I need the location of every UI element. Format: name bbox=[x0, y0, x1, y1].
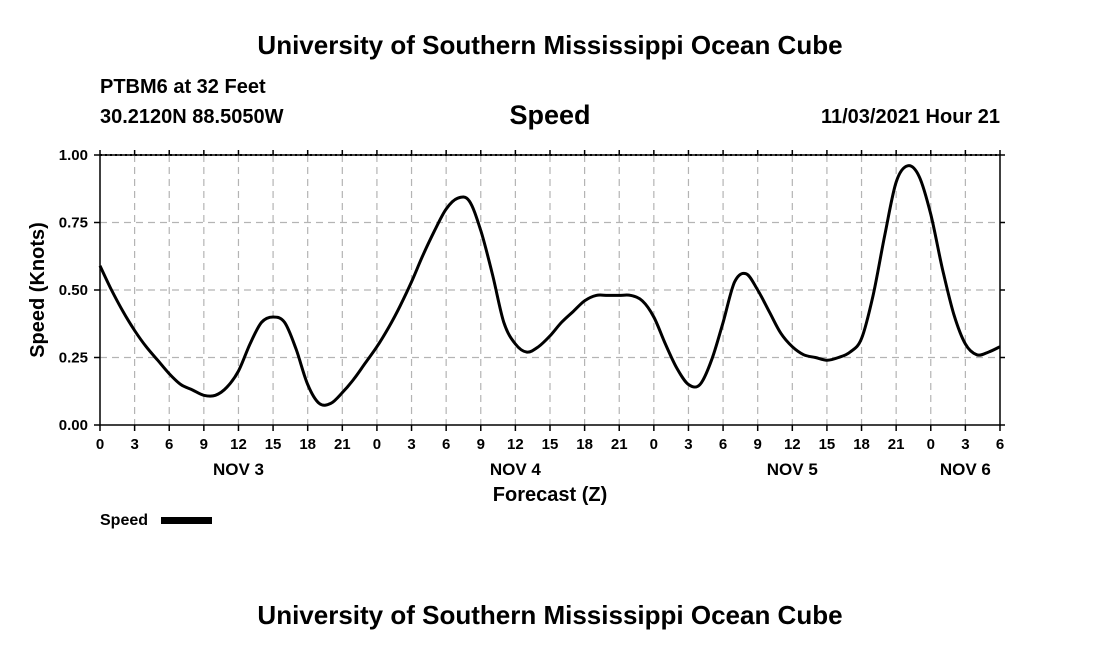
day-label: NOV 4 bbox=[490, 460, 542, 479]
y-tick-label: 0.00 bbox=[59, 417, 88, 434]
x-tick-label: 21 bbox=[334, 436, 351, 453]
y-tick-label: 0.25 bbox=[59, 350, 88, 367]
x-tick-label: 21 bbox=[888, 436, 905, 453]
x-tick-label: 0 bbox=[373, 436, 381, 453]
x-tick-label: 6 bbox=[165, 436, 173, 453]
speed-series-line bbox=[98, 164, 1001, 407]
x-tick-label: 15 bbox=[819, 436, 836, 453]
legend-swatch bbox=[161, 517, 212, 524]
day-label: NOV 5 bbox=[767, 460, 818, 479]
x-tick-label: 15 bbox=[265, 436, 282, 453]
x-tick-label: 12 bbox=[784, 436, 801, 453]
x-tick-label: 3 bbox=[130, 436, 138, 453]
grid-lines bbox=[100, 155, 1000, 425]
footer-title: University of Southern Mississippi Ocean… bbox=[257, 600, 843, 630]
day-label: NOV 6 bbox=[940, 460, 991, 479]
x-tick-label: 3 bbox=[407, 436, 415, 453]
x-tick-label: 0 bbox=[96, 436, 104, 453]
axis-labels: 0 3 6 9 12 15 18 21 0 3 6 9 12 15 18 21 0 3 6 9 12 15 18 21 0 3 6 0… bbox=[59, 147, 1004, 479]
x-tick-label: 18 bbox=[853, 436, 870, 453]
x-tick-label: 9 bbox=[477, 436, 485, 453]
x-tick-label: 12 bbox=[230, 436, 247, 453]
x-tick-label: 0 bbox=[650, 436, 658, 453]
chart-title: University of Southern Mississippi Ocean… bbox=[257, 30, 843, 60]
y-tick-label: 0.50 bbox=[59, 282, 88, 299]
x-tick-label: 6 bbox=[996, 436, 1004, 453]
x-tick-label: 15 bbox=[542, 436, 559, 453]
x-tick-label: 12 bbox=[507, 436, 524, 453]
station-label: PTBM6 at 32 Feet bbox=[100, 76, 266, 98]
x-axis-title: Forecast (Z) bbox=[493, 484, 607, 506]
day-label: NOV 3 bbox=[213, 460, 264, 479]
y-tick-label: 1.00 bbox=[59, 147, 88, 164]
x-tick-label: 6 bbox=[442, 436, 450, 453]
x-tick-label: 18 bbox=[576, 436, 593, 453]
coordinates-label: 30.2120N 88.5050W bbox=[100, 106, 284, 128]
x-tick-label: 6 bbox=[719, 436, 727, 453]
x-tick-label: 18 bbox=[299, 436, 316, 453]
x-tick-label: 9 bbox=[754, 436, 762, 453]
legend-label: Speed bbox=[100, 512, 148, 529]
axis-ticks bbox=[94, 150, 1005, 431]
x-tick-label: 21 bbox=[611, 436, 628, 453]
x-tick-label: 3 bbox=[961, 436, 969, 453]
y-tick-label: 0.75 bbox=[59, 215, 88, 232]
x-tick-label: 3 bbox=[684, 436, 692, 453]
variable-title: Speed bbox=[509, 100, 591, 130]
y-axis-title: Speed (Knots) bbox=[27, 222, 49, 358]
datetime-label: 11/03/2021 Hour 21 bbox=[820, 106, 1000, 128]
x-tick-label: 9 bbox=[200, 436, 208, 453]
x-tick-label: 0 bbox=[927, 436, 935, 453]
